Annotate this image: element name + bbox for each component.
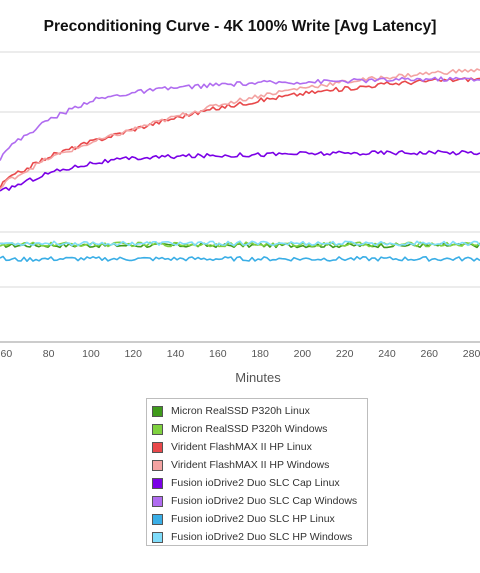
legend-item: Fusion ioDrive2 Duo SLC Cap Linux	[147, 474, 367, 492]
x-tick-label: 180	[251, 348, 269, 360]
chart-legend: Micron RealSSD P320h Linux Micron RealSSD…	[146, 398, 368, 546]
legend-item: Micron RealSSD P320h Windows	[147, 420, 367, 438]
legend-swatch	[152, 459, 163, 471]
x-tick-label: 260	[420, 348, 438, 360]
x-tick-label: 80	[43, 348, 55, 360]
x-tick-label: 160	[209, 348, 227, 360]
legend-item: Virident FlashMAX II HP Windows	[147, 456, 367, 474]
legend-swatch	[152, 513, 163, 525]
x-tick-label: 240	[378, 348, 396, 360]
x-tick-label: 140	[167, 348, 185, 360]
series-line-5	[0, 149, 480, 192]
x-tick-label: 100	[82, 348, 100, 360]
legend-swatch	[152, 405, 163, 417]
legend-label: Micron RealSSD P320h Linux	[171, 405, 310, 417]
legend-label: Fusion ioDrive2 Duo SLC Cap Windows	[171, 495, 358, 507]
legend-label: Fusion ioDrive2 Duo SLC Cap Linux	[171, 477, 340, 489]
x-tick-label: 120	[124, 348, 142, 360]
legend-swatch	[152, 423, 163, 435]
x-tick-label: 220	[336, 348, 354, 360]
legend-swatch	[152, 531, 163, 543]
x-axis-label: Minutes	[235, 370, 281, 385]
legend-item: Fusion ioDrive2 Duo SLC HP Linux	[147, 510, 367, 528]
legend-label: Micron RealSSD P320h Windows	[171, 423, 328, 435]
x-tick-label: 280	[463, 348, 480, 360]
series-line-8	[0, 240, 480, 247]
legend-label: Fusion ioDrive2 Duo SLC HP Linux	[171, 513, 335, 525]
legend-item: Micron RealSSD P320h Linux	[147, 402, 367, 420]
legend-label: Fusion ioDrive2 Duo SLC HP Windows	[171, 531, 353, 543]
legend-label: Virident FlashMAX II HP Windows	[171, 459, 330, 471]
x-tick-label: 60	[0, 348, 12, 360]
legend-swatch	[152, 441, 163, 453]
series-line-3	[0, 77, 480, 189]
legend-item: Virident FlashMAX II HP Linux	[147, 438, 367, 456]
chart-title: Preconditioning Curve - 4K 100% Write [A…	[43, 18, 437, 35]
legend-swatch	[152, 495, 163, 507]
x-tick-label: 200	[294, 348, 312, 360]
series-line-4	[0, 68, 480, 190]
series-line-7	[0, 255, 480, 263]
legend-item: Fusion ioDrive2 Duo SLC Cap Windows	[147, 492, 367, 510]
legend-item: Fusion ioDrive2 Duo SLC HP Windows	[147, 528, 367, 546]
series-line-6	[0, 76, 480, 161]
legend-label: Virident FlashMAX II HP Linux	[171, 441, 312, 453]
legend-swatch	[152, 477, 163, 489]
